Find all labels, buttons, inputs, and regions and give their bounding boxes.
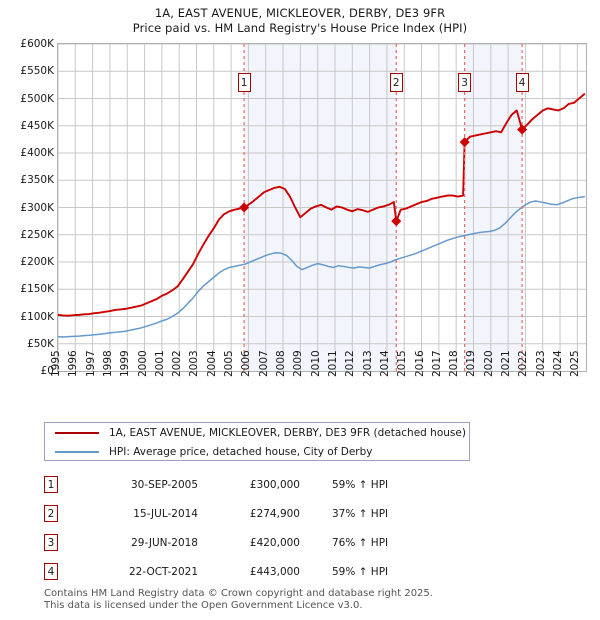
x-tick-label: 2015 xyxy=(396,350,409,377)
x-tick-label: 2019 xyxy=(465,350,478,377)
legend-item-1[interactable]: 1A, EAST AVENUE, MICKLEOVER, DERBY, DE3 … xyxy=(45,424,469,442)
x-tick-label: 2017 xyxy=(430,350,443,377)
table-row[interactable]: 4 22-OCT-2021 £443,000 59% ↑ HPI xyxy=(44,557,484,586)
price-history-chart: £0 £50K £100K £150K £200K £250K £300K £350K £400… xyxy=(0,38,600,377)
y-axis-labels: £0 £50K £100K £150K £200K £250K £300K £350K £400… xyxy=(0,38,54,377)
x-tick-label: 2006 xyxy=(240,350,253,377)
x-tick-label: 2010 xyxy=(309,350,322,377)
x-tick-label: 2012 xyxy=(344,350,357,377)
sale-hpi-delta: 59% ↑ HPI xyxy=(332,565,389,578)
sale-marker-box-2[interactable]: 2 xyxy=(389,73,403,92)
sale-price: £274,900 xyxy=(249,507,300,520)
x-tick-label: 2002 xyxy=(171,350,184,377)
sale-date: 30-SEP-2005 xyxy=(130,478,198,491)
x-tick-label: 2016 xyxy=(413,350,426,377)
x-tick-label: 2018 xyxy=(448,350,461,377)
sale-date: 29-JUN-2018 xyxy=(131,536,198,549)
y-tick-label: £50K xyxy=(27,337,54,350)
x-tick-label: 2005 xyxy=(223,350,236,377)
page-title: 1A, EAST AVENUE, MICKLEOVER, DERBY, DE3 … xyxy=(154,6,446,20)
x-tick-label: 2003 xyxy=(188,350,201,377)
y-tick-label: £100K xyxy=(20,310,54,323)
sales-table: 1 30-SEP-2005 £300,000 59% ↑ HPI 2 15-JUL-201… xyxy=(44,470,484,586)
x-tick-label: 2011 xyxy=(326,350,339,377)
x-tick-label: 1995 xyxy=(50,350,62,377)
sale-date: 15-JUL-2014 xyxy=(133,507,198,520)
x-tick-label: 1997 xyxy=(84,350,97,377)
legend-item-label: 1A, EAST AVENUE, MICKLEOVER, DERBY, DE3 … xyxy=(109,427,466,439)
x-tick-label: 2009 xyxy=(292,350,305,377)
y-tick-label: £550K xyxy=(20,65,54,78)
x-tick-label: 2023 xyxy=(534,350,547,377)
y-tick-label: £0 xyxy=(40,365,54,377)
sale-price: £443,000 xyxy=(249,565,300,578)
x-tick-label: 1996 xyxy=(67,350,80,377)
plot-area: 1 2 3 4 xyxy=(57,43,587,372)
sale-date: 22-OCT-2021 xyxy=(129,565,198,578)
sale-hpi-delta: 76% ↑ HPI xyxy=(332,536,389,549)
y-tick-label: £350K xyxy=(20,174,54,187)
legend-item-2[interactable]: HPI: Average price, detached house, City… xyxy=(45,443,469,461)
legend-swatch-icon xyxy=(55,432,99,434)
x-tick-label: 2021 xyxy=(500,350,513,377)
sale-marker-box-3[interactable]: 3 xyxy=(458,73,472,92)
x-tick-label: 2001 xyxy=(153,350,166,377)
x-tick-label: 2024 xyxy=(552,350,565,377)
y-tick-label: £150K xyxy=(20,283,54,296)
footer-line-2: This data is licensed under the Open Gov… xyxy=(44,600,363,611)
footer-attribution: Contains HM Land Registry data © Crown c… xyxy=(44,588,564,612)
y-tick-label: £200K xyxy=(20,256,54,268)
sale-price: £420,000 xyxy=(249,536,300,549)
x-tick-label: 2007 xyxy=(257,350,270,377)
x-tick-label: 2025 xyxy=(569,350,582,377)
sale-hpi-delta: 59% ↑ HPI xyxy=(332,478,389,491)
sale-index-badge: 2 xyxy=(44,505,58,522)
table-row[interactable]: 1 30-SEP-2005 £300,000 59% ↑ HPI xyxy=(44,470,484,499)
footer-line-1: Contains HM Land Registry data © Crown c… xyxy=(44,588,433,599)
y-tick-label: £450K xyxy=(20,119,54,132)
x-tick-label: 2000 xyxy=(136,350,149,377)
y-tick-label: £400K xyxy=(20,147,54,159)
sale-hpi-delta: 37% ↑ HPI xyxy=(332,507,389,520)
x-tick-label: 2014 xyxy=(378,350,391,377)
plot-svg xyxy=(58,44,586,371)
legend-swatch-icon xyxy=(55,451,99,453)
chart-titles: 1A, EAST AVENUE, MICKLEOVER, DERBY, DE3 … xyxy=(0,0,600,36)
chart-legend: 1A, EAST AVENUE, MICKLEOVER, DERBY, DE3 … xyxy=(44,422,470,461)
y-tick-label: £250K xyxy=(20,228,54,241)
x-tick-label: 2013 xyxy=(361,350,374,377)
sale-index-badge: 1 xyxy=(44,476,58,493)
x-tick-label: 2008 xyxy=(275,350,288,377)
x-tick-label: 2004 xyxy=(205,350,218,377)
x-axis-labels: 1995 1996 1997 1998 1999 2000 2001 2002 2003 2004… xyxy=(50,350,587,421)
table-row[interactable]: 2 15-JUL-2014 £274,900 37% ↑ HPI xyxy=(44,499,484,528)
x-tick-label: 1998 xyxy=(101,350,114,377)
page-subtitle: Price paid vs. HM Land Registry's House … xyxy=(132,21,468,35)
legend-item-label: HPI: Average price, detached house, City… xyxy=(109,446,373,458)
y-tick-label: £500K xyxy=(20,92,54,105)
sale-marker-box-1[interactable]: 1 xyxy=(237,73,251,92)
sale-index-badge: 3 xyxy=(44,534,58,551)
x-tick-label: 2020 xyxy=(482,350,495,377)
x-tick-label: 1999 xyxy=(119,350,132,377)
x-tick-label: 2022 xyxy=(517,350,530,377)
y-tick-label: £600K xyxy=(20,38,54,50)
y-tick-label: £300K xyxy=(20,201,54,214)
sale-marker-box-4[interactable]: 4 xyxy=(515,73,529,92)
table-row[interactable]: 3 29-JUN-2018 £420,000 76% ↑ HPI xyxy=(44,528,484,557)
sale-price: £300,000 xyxy=(249,478,300,491)
sale-index-badge: 4 xyxy=(44,563,58,580)
